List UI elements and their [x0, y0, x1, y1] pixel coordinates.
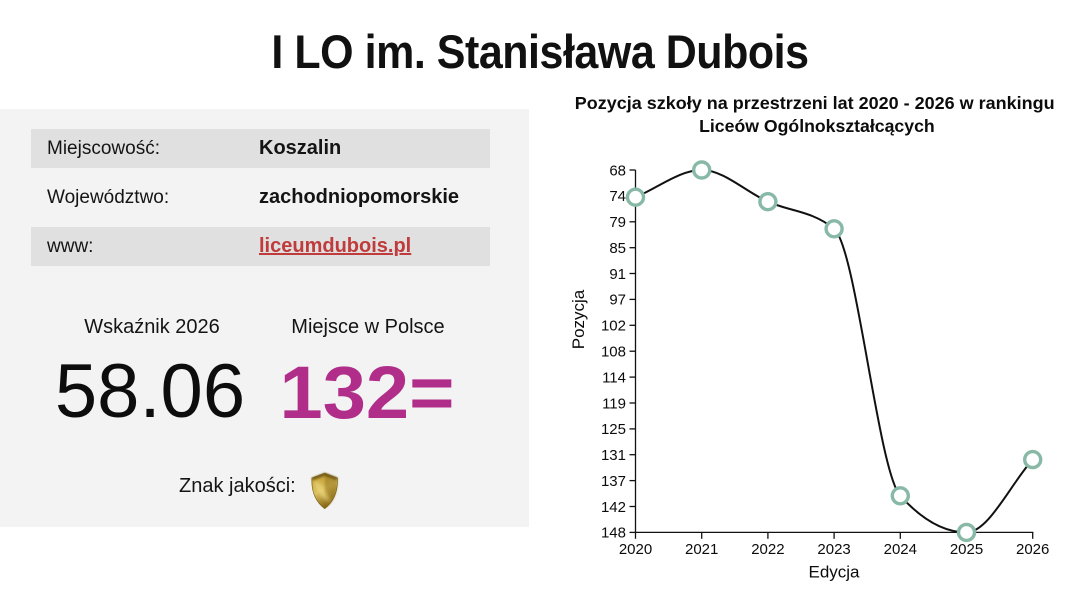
- svg-text:137: 137: [601, 473, 626, 490]
- svg-text:108: 108: [601, 344, 626, 361]
- svg-text:2025: 2025: [950, 541, 983, 558]
- svg-text:2022: 2022: [751, 541, 784, 558]
- svg-text:148: 148: [601, 525, 626, 542]
- svg-text:2020: 2020: [619, 541, 652, 558]
- svg-text:2026: 2026: [1016, 541, 1049, 558]
- svg-text:102: 102: [601, 318, 626, 335]
- svg-text:119: 119: [602, 395, 626, 412]
- svg-text:91: 91: [609, 266, 626, 283]
- svg-text:125: 125: [601, 421, 626, 438]
- svg-text:85: 85: [609, 240, 626, 257]
- svg-text:Liceów Ogólnokształcących: Liceów Ogólnokształcących: [699, 116, 935, 136]
- svg-text:Pozycja szkoły na przestrzeni: Pozycja szkoły na przestrzeni lat 2020 -…: [575, 93, 1055, 113]
- svg-text:2024: 2024: [884, 541, 917, 558]
- svg-text:2023: 2023: [817, 541, 850, 558]
- svg-text:68: 68: [609, 162, 626, 179]
- svg-text:142: 142: [601, 499, 626, 516]
- svg-text:74: 74: [609, 188, 626, 205]
- svg-text:Edycja: Edycja: [808, 562, 860, 581]
- svg-text:Pozycja: Pozycja: [569, 289, 588, 349]
- svg-text:97: 97: [609, 292, 626, 309]
- svg-text:114: 114: [602, 369, 626, 386]
- svg-text:2021: 2021: [685, 541, 718, 558]
- svg-text:131: 131: [601, 447, 626, 464]
- svg-text:79: 79: [609, 214, 626, 231]
